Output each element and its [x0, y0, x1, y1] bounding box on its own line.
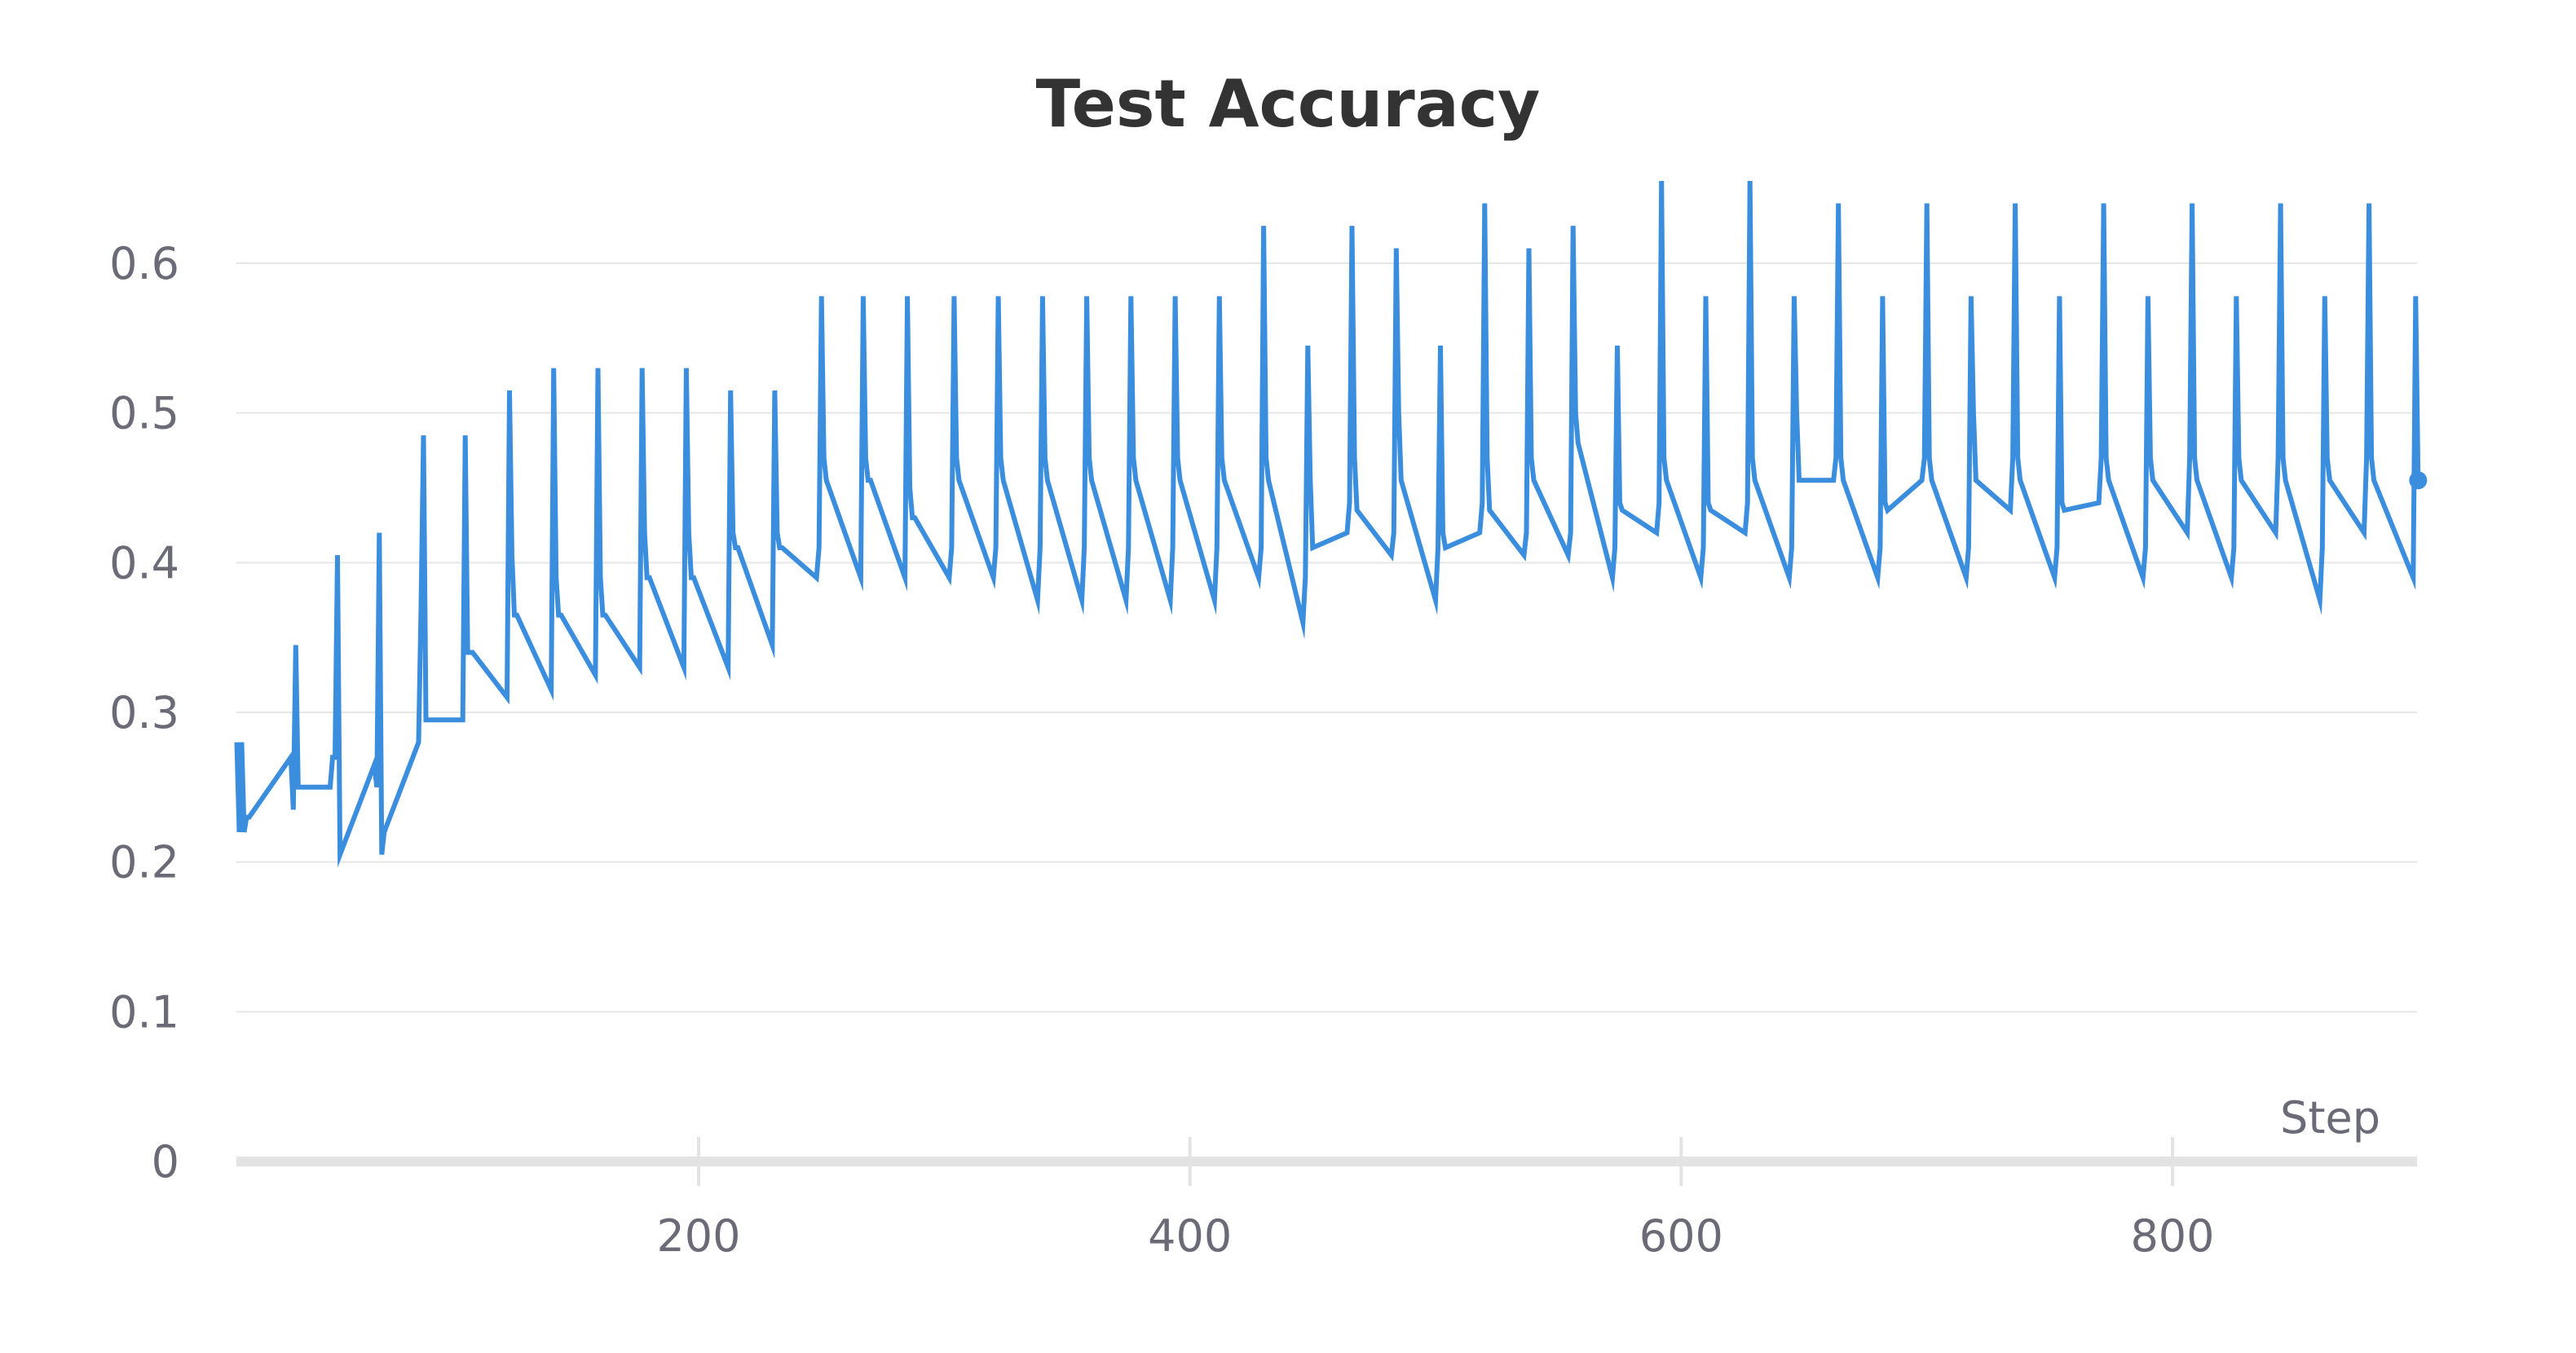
y-axis: 0 0.1 0.2 0.3 0.4 0.5 0.6 — [109, 238, 179, 1188]
y-tick-label: 0.2 — [109, 837, 179, 888]
x-tick-label: 200 — [656, 1210, 740, 1262]
y-tick-label: 0.5 — [109, 388, 179, 439]
grid-layer — [236, 262, 2417, 1013]
x-tick-label: 600 — [1639, 1210, 1723, 1262]
y-tick-label: 0 — [152, 1136, 179, 1188]
chart-title: Test Accuracy — [1036, 66, 1541, 142]
y-tick-label: 0.6 — [109, 238, 179, 289]
x-axis: 200 400 600 800 — [236, 1137, 2417, 1262]
x-tick-label: 400 — [1148, 1210, 1232, 1262]
series-layer — [234, 180, 2428, 868]
y-tick-label: 0.1 — [109, 986, 179, 1038]
x-tick-label: 800 — [2130, 1210, 2214, 1262]
y-tick-label: 0.3 — [109, 687, 179, 738]
y-tick-label: 0.4 — [109, 537, 179, 588]
x-axis-title: Step — [2280, 1092, 2380, 1144]
series-line — [234, 180, 2421, 868]
series-end-point — [2409, 471, 2428, 490]
